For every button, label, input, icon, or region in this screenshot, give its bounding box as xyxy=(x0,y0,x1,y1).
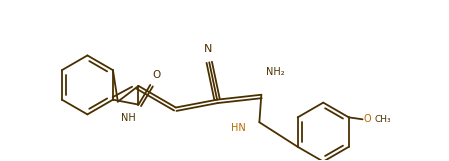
Text: CH₃: CH₃ xyxy=(374,115,391,124)
Text: NH₂: NH₂ xyxy=(266,67,285,77)
Text: NH: NH xyxy=(121,113,136,123)
Text: N: N xyxy=(204,44,212,54)
Text: O: O xyxy=(364,114,371,124)
Text: HN: HN xyxy=(231,123,246,133)
Text: O: O xyxy=(152,70,160,80)
